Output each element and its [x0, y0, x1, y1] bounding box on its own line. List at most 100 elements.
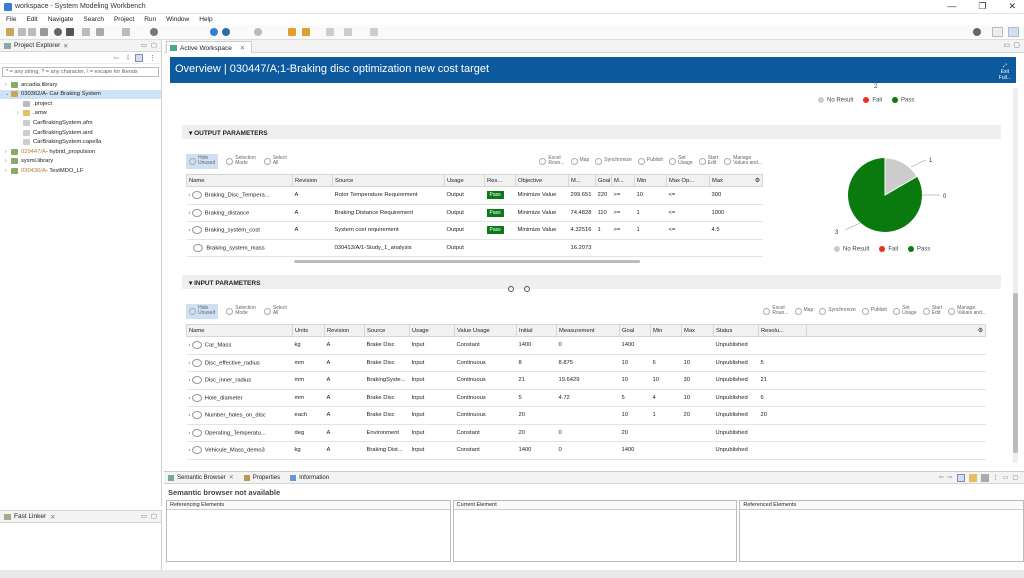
maximize-editor-icon[interactable]: ▢ [1013, 42, 1020, 49]
forward-nav-icon[interactable]: ⇨ [947, 474, 953, 481]
expand-toggle-icon[interactable]: › [5, 148, 7, 155]
hide-unused-button[interactable]: Hide Unused [186, 153, 219, 169]
table-row[interactable]: › Number_holes_on_disc each A Brake Disc Inp… [186, 406, 986, 425]
table-row[interactable]: › Operating_Temperatu... deg A Environment I… [186, 424, 986, 442]
back-nav-icon[interactable]: ⇦ [113, 55, 119, 62]
expand-toggle-icon[interactable]: › [5, 167, 7, 174]
input-parameters-header[interactable]: ▾ INPUT PARAMETERS [182, 275, 1001, 289]
column-header[interactable]: Max Op... [666, 174, 710, 187]
column-header[interactable]: Resolu... [758, 324, 807, 337]
toolbar-action-button[interactable]: Manage Values and... [724, 155, 762, 167]
expand-row-icon[interactable]: › [188, 412, 191, 419]
menu-window[interactable]: Window [166, 16, 190, 23]
tab-semantic-browser[interactable]: Semantic Browser ✕ [168, 474, 234, 481]
tree-filter-input[interactable]: * = any string, ? = any character, \ = e… [2, 67, 159, 77]
maximize-button[interactable]: ❐ [978, 1, 987, 11]
select-all-button[interactable]: Select All [263, 305, 287, 317]
hide-unused-button[interactable]: Hide Unused [186, 303, 219, 319]
tree-item[interactable]: .project [0, 99, 161, 108]
column-header[interactable]: ⚙ [806, 324, 986, 337]
maximize-view-icon[interactable]: ▢ [1012, 474, 1018, 481]
back-nav-icon[interactable]: ⇦ [938, 474, 944, 481]
current-element-pane[interactable]: Current Element [452, 500, 738, 562]
table-row[interactable]: Braking_system_mass 030413/A/1-Study_1_an… [186, 239, 763, 257]
tree-item[interactable]: › sysml.library [0, 157, 161, 166]
toolbar-action-button[interactable]: Start Edit [698, 155, 718, 167]
minimize-view-icon[interactable]: ▭ [140, 513, 147, 520]
exit-fullscreen-button[interactable]: ⤢ Exit Full... [998, 63, 1011, 81]
tree-item[interactable]: › 029447/A - hybrid_propulsion [0, 147, 161, 156]
expand-row-icon[interactable]: › [188, 430, 191, 437]
menu-navigate[interactable]: Navigate [47, 16, 74, 23]
column-header[interactable]: Goal [619, 324, 651, 337]
close-tab-icon[interactable]: ✕ [239, 45, 246, 52]
launch-icon[interactable] [302, 28, 310, 36]
share-icon[interactable] [96, 28, 104, 36]
column-header[interactable]: Name [186, 174, 293, 187]
output-parameters-header[interactable]: ▾ OUTPUT PARAMETERS [182, 125, 1001, 139]
back-icon[interactable] [326, 28, 334, 36]
tab-information[interactable]: Information [290, 474, 329, 481]
record-icon[interactable] [254, 28, 262, 36]
toolbar-action-button[interactable]: Synchronize [819, 306, 856, 317]
fast-linker-tab[interactable]: Fast Linker ✕ ▭ ▢ [0, 511, 161, 523]
scroll-thumb[interactable] [1013, 293, 1018, 453]
minimize-view-icon[interactable]: ▭ [140, 42, 147, 49]
perspective-active-icon[interactable] [1008, 27, 1019, 37]
expand-row-icon[interactable]: › [188, 227, 191, 234]
menu-help[interactable]: Help [199, 16, 213, 23]
tab-active-workspace[interactable]: Active Workspace ✕ [166, 41, 253, 53]
column-header[interactable]: Source [332, 174, 445, 187]
save-icon[interactable] [18, 28, 26, 36]
referenced-elements-pane[interactable]: Referenced Elements [739, 500, 1024, 562]
editor-vertical-scrollbar[interactable] [1013, 88, 1018, 463]
column-header[interactable]: Usage [444, 174, 485, 187]
menu-edit[interactable]: Edit [26, 16, 38, 23]
toolbar-action-button[interactable]: Excel Roun... [763, 305, 789, 317]
print-icon[interactable] [40, 28, 48, 36]
toolbar-action-button[interactable]: Map [794, 306, 813, 317]
menu-file[interactable]: File [6, 16, 17, 23]
open-editor-icon[interactable] [370, 28, 378, 36]
resize-handle-icon[interactable] [508, 286, 514, 292]
close-tab-icon[interactable]: ✕ [63, 43, 69, 50]
tree-item[interactable]: ⌄ 030362/A - Car Braking System [0, 89, 161, 99]
tree-item[interactable]: CarBrakingSystem.aird [0, 128, 161, 137]
column-header[interactable]: Measurement [556, 324, 620, 337]
global-search-icon[interactable] [973, 28, 981, 36]
minimize-view-icon[interactable]: ▭ [1002, 474, 1009, 481]
link-selection-icon[interactable] [956, 473, 965, 482]
link-icon[interactable] [82, 28, 90, 36]
expand-row-icon[interactable]: › [188, 360, 191, 367]
view-menu-icon[interactable]: ⋮ [992, 474, 999, 481]
column-header[interactable]: Revision [324, 324, 365, 337]
toolbar-action-button[interactable]: Synchronize [595, 156, 632, 167]
globe-icon[interactable] [210, 28, 218, 36]
close-tab-icon[interactable]: ✕ [228, 475, 234, 481]
save-all-icon[interactable] [28, 28, 36, 36]
expand-toggle-icon[interactable]: ⌄ [5, 91, 10, 98]
referencing-elements-pane[interactable]: Referencing Elements [166, 500, 451, 562]
tree-item[interactable]: › .amw [0, 109, 161, 118]
table-row[interactable]: › Braking_distance A Braking Distance Requ… [186, 204, 763, 222]
perspective-icon[interactable] [992, 27, 1003, 37]
toolbar-action-button[interactable]: Publish [861, 306, 887, 317]
column-header[interactable]: Name [186, 324, 293, 337]
column-header[interactable]: Revision [292, 174, 333, 187]
tab-properties[interactable]: Properties [243, 474, 280, 481]
column-header[interactable]: M... [568, 174, 596, 187]
expand-row-icon[interactable]: › [188, 192, 191, 199]
column-header[interactable]: Min [634, 174, 667, 187]
refresh-view-icon[interactable] [980, 473, 989, 482]
column-header[interactable]: Min [650, 324, 682, 337]
toolbar-action-button[interactable]: Set Usage [893, 305, 917, 317]
toolbar-action-button[interactable]: Set Usage [669, 155, 693, 167]
table-row[interactable]: › Hole_diameter mm A Brake Disc Input Continu… [186, 389, 986, 407]
run-icon[interactable] [288, 28, 296, 36]
column-header[interactable]: Max [681, 324, 714, 337]
forward-icon[interactable] [344, 28, 352, 36]
view-menu-icon[interactable]: ⋮ [149, 55, 156, 62]
column-header[interactable]: Res... [484, 174, 516, 187]
collapse-all-icon[interactable]: ⇩ [125, 55, 131, 62]
settings-gear-icon[interactable]: ⚙ [977, 327, 983, 334]
